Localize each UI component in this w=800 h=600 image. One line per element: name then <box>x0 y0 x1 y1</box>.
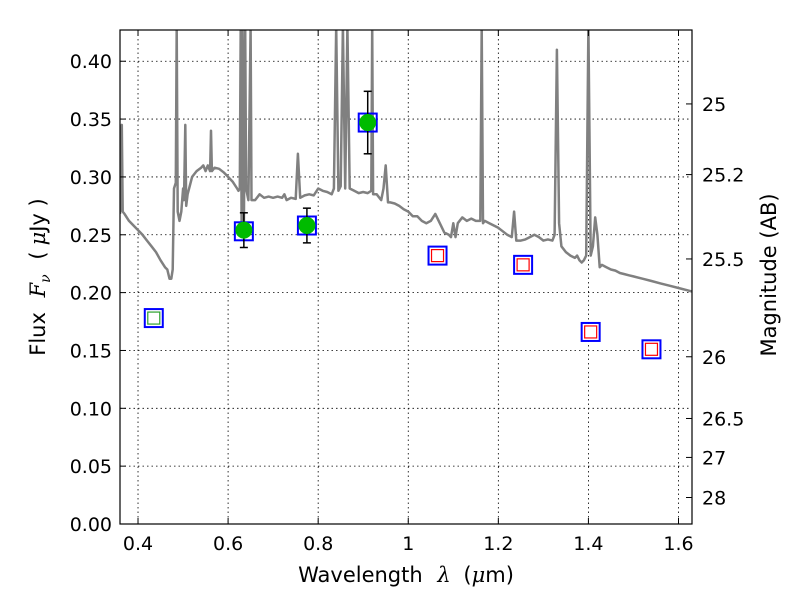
observed-point <box>298 217 316 235</box>
limit-flux-box <box>644 342 659 356</box>
y2-tick-label: 26 <box>702 347 726 369</box>
y2-tick-label: 27 <box>702 447 726 469</box>
x-tick-label: 0.4 <box>123 533 153 555</box>
observed-point <box>359 114 377 132</box>
spectrum-layer <box>120 30 692 293</box>
limit-flux-box <box>516 258 530 272</box>
y-tick-label: 0.20 <box>70 283 112 305</box>
x-tick-labels: 0.4 0.6 0.8 1 1.2 1.4 1.6 <box>123 533 694 555</box>
x-tick-label: 1.4 <box>573 533 603 555</box>
x-tick-label: 0.8 <box>303 533 333 555</box>
model-flux-box <box>143 308 164 329</box>
model-box-layer <box>143 112 662 360</box>
y-axis-label: Flux Fν (μJy ) <box>26 198 55 355</box>
model-spectrum-line <box>120 30 692 293</box>
limit-flux-box <box>430 248 445 263</box>
model-flux-box <box>641 339 662 360</box>
y-tick-label: 0.40 <box>70 51 112 73</box>
y-tick-label: 0.30 <box>70 167 112 189</box>
y2-tick-label: 25.5 <box>702 249 744 271</box>
y-tick-label: 0.05 <box>70 456 112 478</box>
y2-tick-labels: 25 25.2 25.5 26 26.5 27 28 <box>702 94 744 510</box>
limit-flux-box <box>147 311 161 325</box>
model-flux-box <box>513 254 534 275</box>
x-tick-label: 1 <box>402 533 414 555</box>
y-tick-label: 0.15 <box>70 340 112 362</box>
y2-tick-label: 28 <box>702 487 726 509</box>
observed-point <box>235 221 253 239</box>
grid-lines <box>120 30 692 525</box>
y-tick-label: 0.10 <box>70 398 112 420</box>
y-tick-label: 0.00 <box>70 514 112 536</box>
y-tick-label: 0.25 <box>70 225 112 247</box>
x-tick-label: 1.2 <box>483 533 513 555</box>
y-tick-labels: 0.00 0.05 0.10 0.15 0.20 0.25 0.30 0.35 0.40 <box>70 51 112 536</box>
plot-frame <box>119 29 693 525</box>
tick-marks <box>120 30 692 525</box>
limit-flux-box <box>584 325 598 339</box>
y2-axis-label: Magnitude (AB) <box>757 193 781 356</box>
x-tick-label: 0.6 <box>213 533 243 555</box>
y2-tick-label: 25.2 <box>702 165 744 187</box>
model-flux-box <box>427 245 448 266</box>
y2-tick-label: 25 <box>702 94 726 116</box>
y2-tick-label: 26.5 <box>702 408 744 430</box>
y-tick-label: 0.35 <box>70 109 112 131</box>
x-axis-label: Wavelength λ (μm) <box>298 563 514 587</box>
model-flux-box <box>580 321 601 342</box>
x-tick-label: 1.6 <box>663 533 693 555</box>
observed-point-layer <box>235 90 377 249</box>
